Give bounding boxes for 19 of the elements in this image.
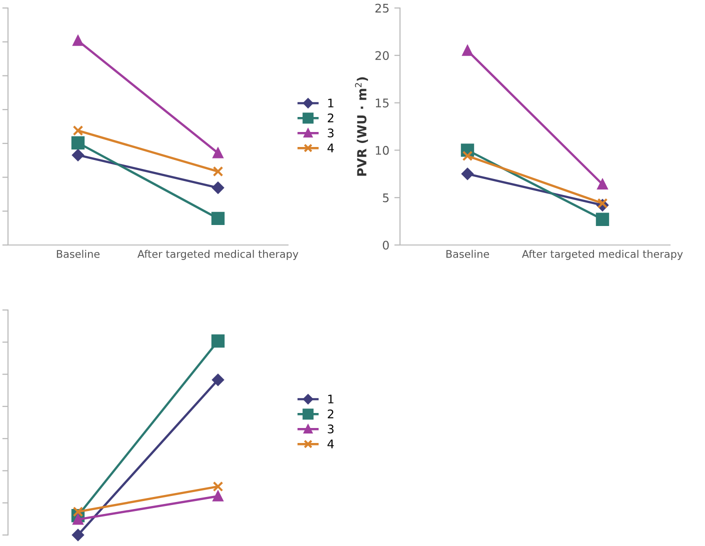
legend-label: 4 bbox=[328, 144, 334, 152]
x-tick-label: After targeted medical therapy bbox=[522, 250, 683, 260]
x-tick-label: After targeted medical therapy bbox=[137, 250, 298, 260]
legend-label: 1 bbox=[328, 394, 334, 404]
legend-label: 4 bbox=[328, 440, 334, 448]
x-tick-label: Baseline bbox=[446, 250, 490, 258]
y-axis-title: PVR (WU · m$^{2}$) bbox=[355, 77, 368, 176]
y-tick-label: 20 bbox=[375, 51, 389, 60]
legend-label: 2 bbox=[328, 410, 334, 418]
y-tick-label: 10 bbox=[376, 146, 389, 155]
y-tick-label: 0 bbox=[382, 240, 389, 250]
y-tick-label: 25 bbox=[375, 4, 389, 13]
y-tick-label: 5 bbox=[382, 193, 389, 202]
legend-label: 2 bbox=[328, 114, 334, 122]
legend-label: 1 bbox=[328, 98, 334, 108]
legend-label: 3 bbox=[328, 424, 334, 434]
legend-label: 3 bbox=[328, 128, 334, 138]
y-tick-label: 15 bbox=[376, 98, 389, 108]
x-tick-label: Baseline bbox=[56, 250, 100, 258]
